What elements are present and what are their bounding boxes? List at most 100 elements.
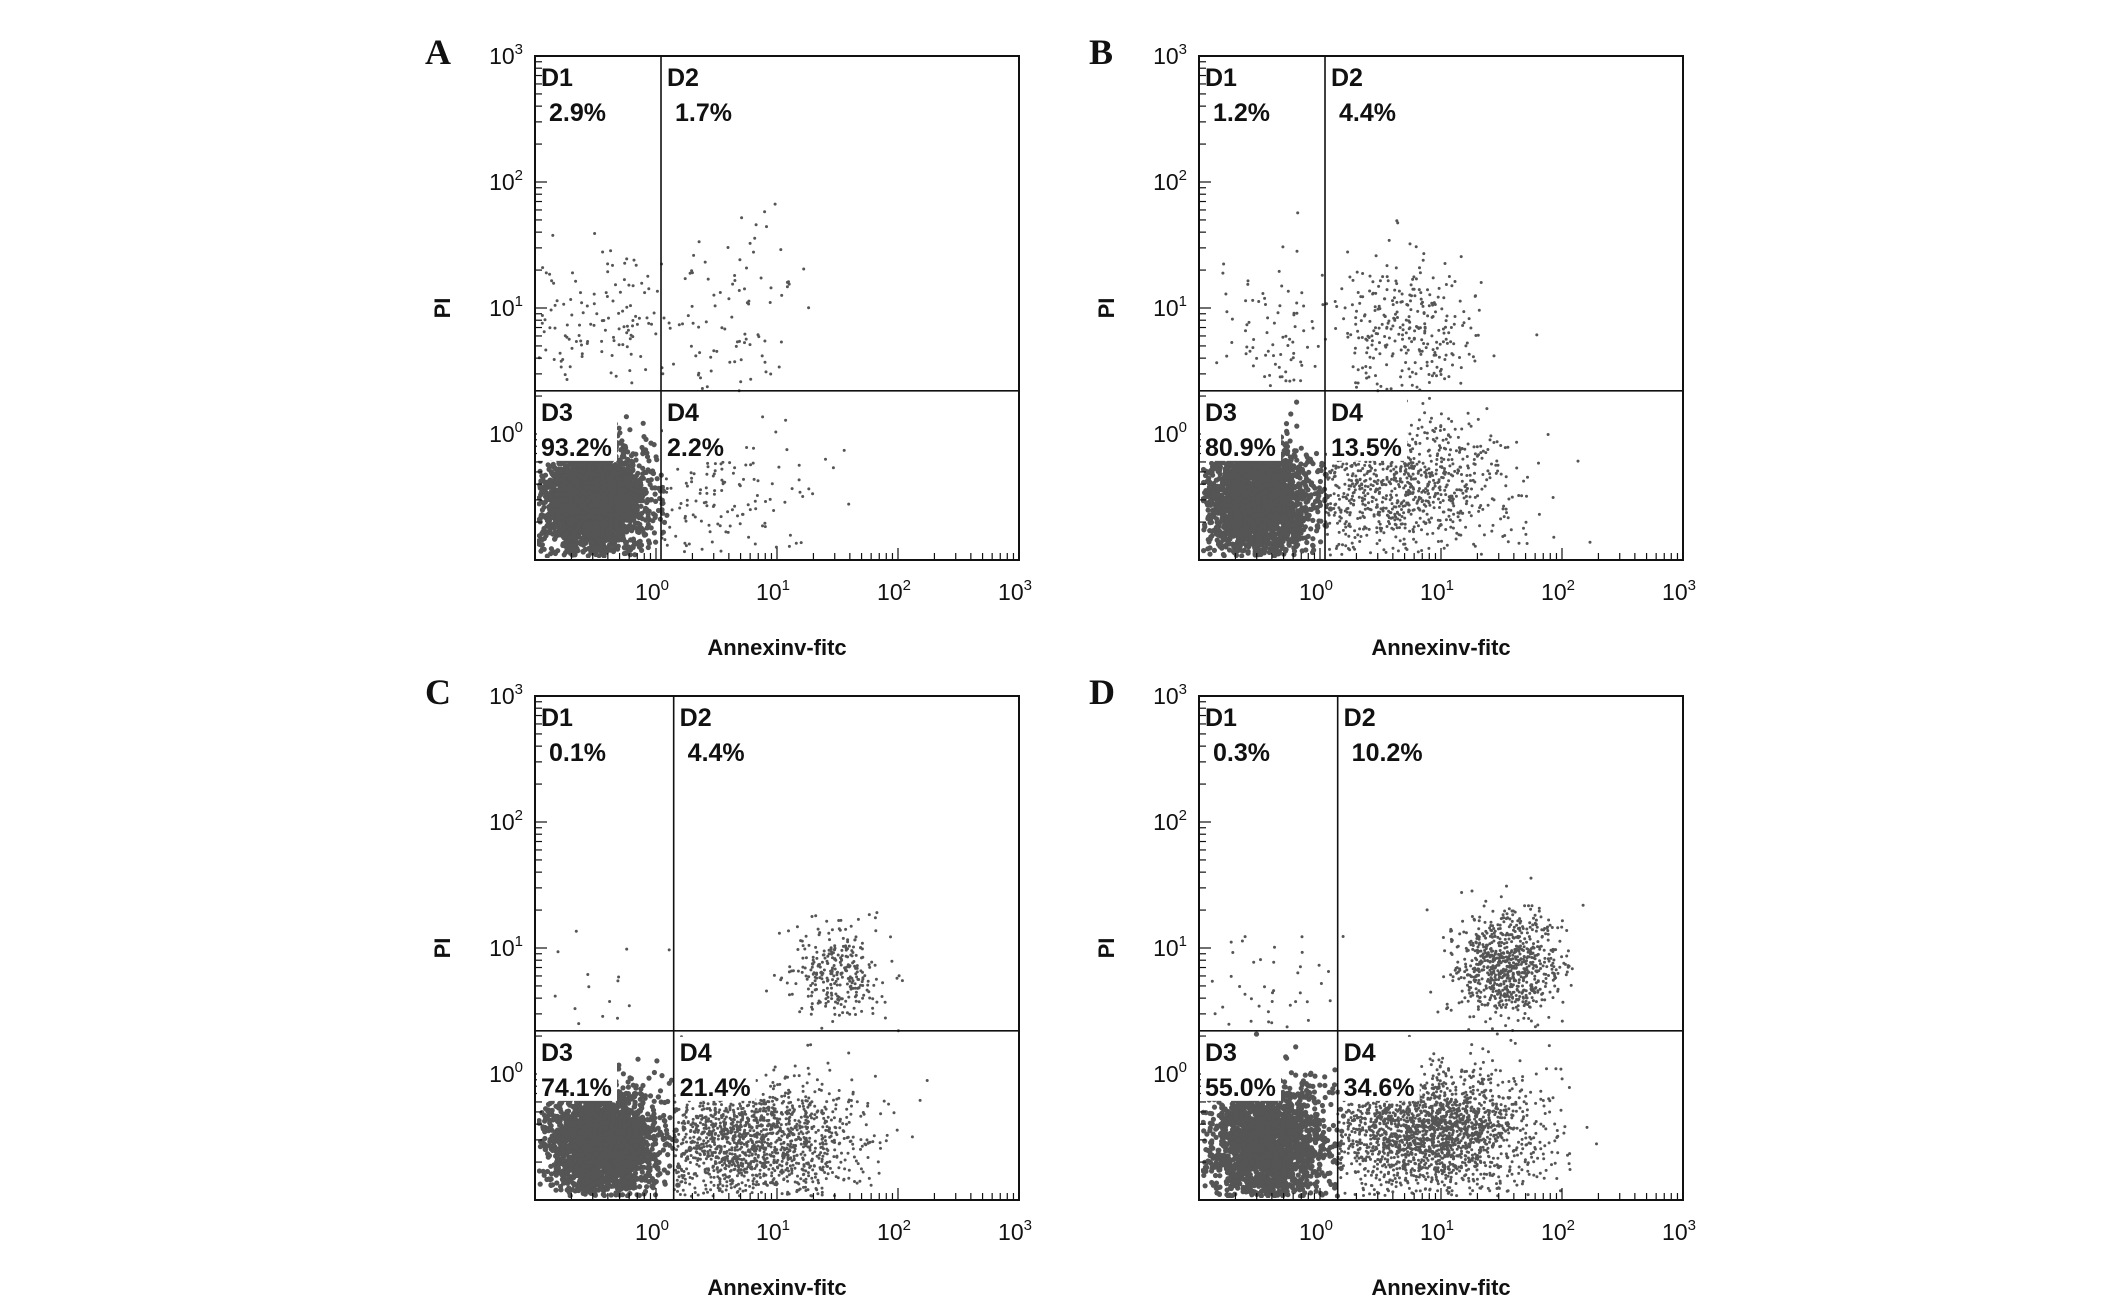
data-point [610,490,616,496]
data-point [538,513,544,519]
data-point [609,249,613,253]
data-point [538,548,544,554]
data-point [631,284,635,288]
data-point [1233,552,1239,558]
data-point [760,354,764,358]
data-point [553,326,557,330]
data-point [611,543,617,549]
data-point [1318,489,1325,495]
y-tick-label: 100 [489,419,523,447]
data-point [549,522,555,528]
data-point [761,524,764,528]
data-point [626,500,632,506]
data-point [560,527,567,533]
data-point [591,548,597,554]
data-point [618,511,624,517]
data-point [543,485,549,491]
data-point [790,487,794,491]
data-point [777,465,781,469]
data-point [581,501,587,507]
data-point [537,538,542,544]
data-point [570,313,574,317]
data-point [614,283,617,287]
cluster-d2 [661,202,811,393]
data-point [635,322,639,326]
quadrant-label-bg [663,396,744,461]
data-point [580,343,583,347]
data-point [753,542,757,546]
data-point [600,472,606,478]
data-point [537,482,543,488]
data-point [614,532,621,539]
data-point [565,323,569,327]
data-point [686,314,690,318]
data-point [1306,458,1312,464]
data-point [667,321,671,325]
data-point [700,387,704,390]
data-point [643,469,649,475]
data-point [698,491,702,495]
data-point [568,365,572,369]
data-point [668,525,672,529]
data-point [705,385,709,389]
data-point [753,499,757,503]
data-point [628,337,632,341]
data-point [1284,443,1291,450]
data-point [614,506,620,512]
data-point [705,491,709,495]
data-point [731,471,735,475]
data-point [665,487,669,490]
data-point [763,521,767,525]
data-point [1313,450,1320,457]
data-point [639,516,646,522]
data-point [683,541,687,545]
quadrant-percent: 1.7% [675,99,732,127]
data-point [646,458,652,464]
data-point [553,303,557,307]
data-point [634,480,640,486]
data-point [543,491,549,497]
data-point [708,530,712,534]
data-point [576,521,582,528]
data-point [581,311,585,315]
data-point [664,512,670,518]
data-point [563,508,569,514]
data-point [676,467,680,471]
data-point [548,272,552,276]
data-point [654,476,660,482]
data-point [564,468,570,474]
data-point [661,485,665,488]
data-point [797,478,801,482]
data-point [612,335,615,339]
data-point [623,511,630,518]
data-point [592,323,596,327]
data-point [618,290,622,294]
data-point [788,533,792,537]
data-point [746,503,750,507]
data-point [580,355,584,358]
data-point [706,461,710,465]
data-point [556,477,563,483]
data-point [621,309,625,313]
data-point [592,302,596,306]
data-point [569,517,575,523]
data-point [545,522,551,528]
data-point [752,477,756,481]
x-tick-label: 101 [756,577,790,605]
data-point [586,545,592,552]
data-point [730,315,734,319]
data-point [1311,547,1317,553]
data-point [646,538,652,544]
data-point [572,536,579,543]
data-point [592,524,598,530]
data-point [544,496,550,503]
data-point [770,482,774,486]
x-tick-label: 100 [635,577,669,605]
data-point [557,503,564,509]
data-point [574,279,578,283]
data-point [627,526,633,533]
data-point [630,480,636,486]
data-point [653,498,659,504]
data-point [794,541,798,545]
data-point [733,279,737,282]
